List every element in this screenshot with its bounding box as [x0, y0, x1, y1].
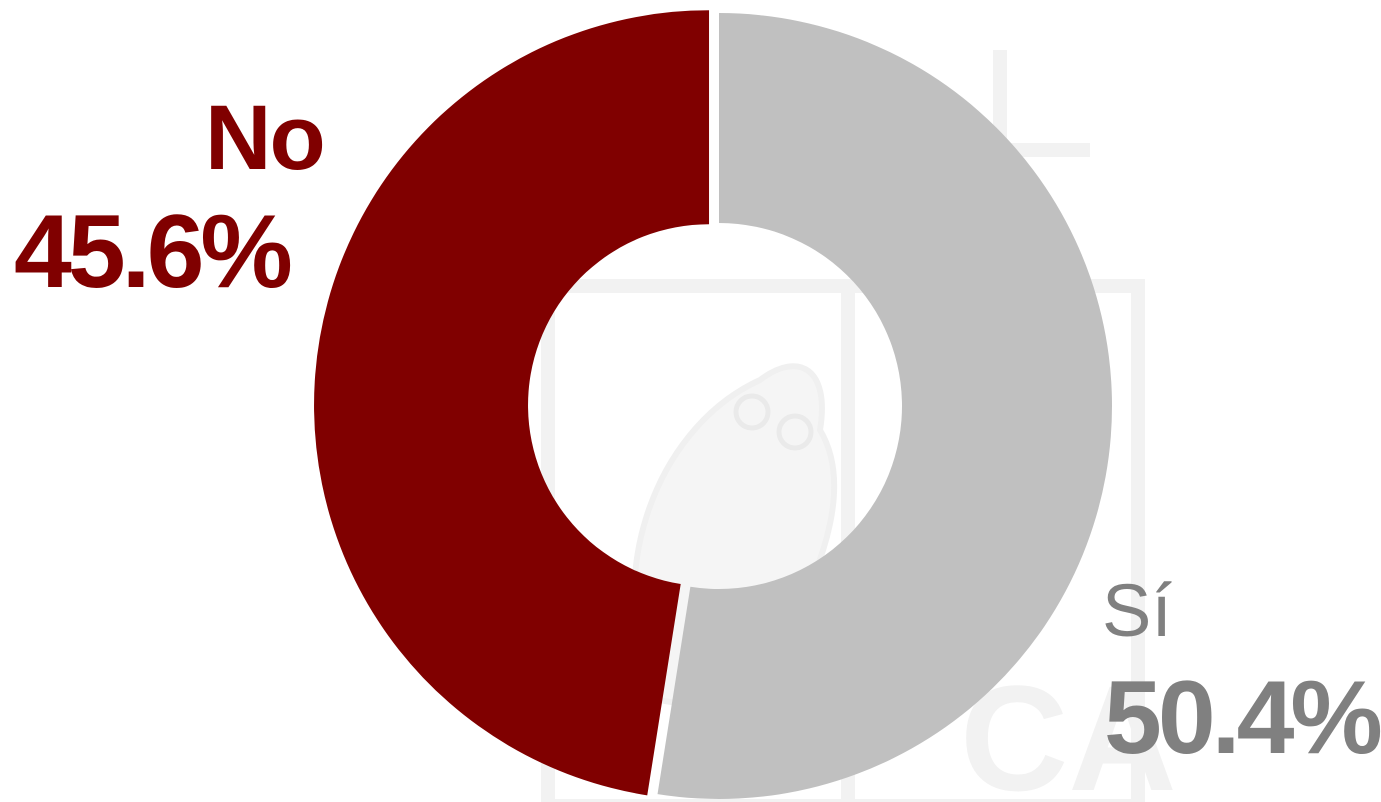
slice-label-no: No — [205, 87, 326, 189]
slice-value-si: 50.4% — [1104, 660, 1381, 776]
slice-si — [657, 13, 1112, 799]
slice-no — [314, 10, 710, 796]
slice-label-si: Sí — [1102, 569, 1172, 652]
slice-value-no: 45.6% — [14, 194, 293, 310]
